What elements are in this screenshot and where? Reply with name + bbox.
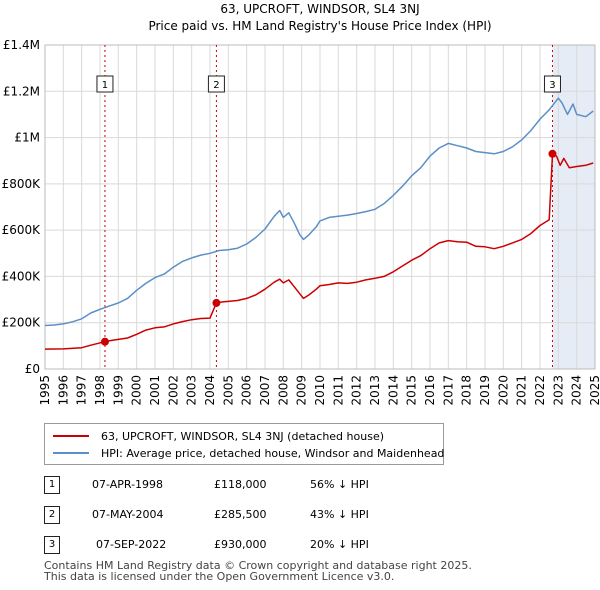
x-tick-label: 2023	[551, 375, 565, 406]
x-tick-label: 2003	[185, 375, 199, 406]
x-tick-label: 2022	[533, 375, 547, 406]
footer: Contains HM Land Registry data © Crown c…	[44, 560, 472, 582]
transaction-price: £118,000	[214, 478, 267, 491]
transaction-date: 07-SEP-2022	[96, 538, 167, 551]
price-paid-line	[44, 153, 594, 350]
post-sale-highlight	[552, 45, 595, 369]
transaction-marker: 1	[44, 476, 60, 494]
x-tick-label: 2020	[496, 375, 510, 406]
y-tick-label: £600K	[2, 223, 42, 237]
y-tick-label: £800K	[2, 177, 42, 191]
x-tick-label: 2002	[166, 375, 180, 406]
transaction-marker: 3	[44, 536, 60, 554]
price-chart: 63, UPCROFT, WINDSOR, SL4 3NJ Price paid…	[2, 2, 600, 406]
x-tick-label: 2005	[221, 375, 235, 406]
transaction-marker: 2	[44, 506, 60, 524]
y-tick-label: £1.4M	[3, 38, 40, 52]
transaction-date: 07-APR-1998	[92, 478, 164, 491]
legend-item-property: 63, UPCROFT, WINDSOR, SL4 3NJ (detached …	[53, 428, 384, 444]
x-tick-label: 2011	[331, 375, 345, 406]
x-tick-label: 2008	[276, 375, 290, 406]
x-tick-label: 2019	[478, 375, 492, 406]
legend: 63, UPCROFT, WINDSOR, SL4 3NJ (detached …	[44, 423, 444, 465]
x-tick-label: 1997	[75, 375, 89, 406]
chart-title: 63, UPCROFT, WINDSOR, SL4 3NJ	[220, 2, 419, 16]
x-tick-label: 2009	[295, 375, 309, 406]
x-tick-label: 2021	[515, 375, 529, 406]
x-tick-label: 2016	[423, 375, 437, 406]
legend-swatch-hpi	[53, 452, 89, 454]
footer-licence: This data is licensed under the Open Gov…	[44, 570, 395, 583]
x-tick-label: 2007	[258, 375, 272, 406]
x-tick-label: 1996	[56, 375, 70, 406]
x-tick-label: 2018	[460, 375, 474, 406]
x-tick-label: 2024	[570, 375, 584, 406]
transaction-price: £930,000	[214, 538, 267, 551]
sale-marker-label: 3	[549, 80, 555, 91]
x-tick-label: 2004	[203, 375, 217, 406]
legend-item-hpi: HPI: Average price, detached house, Wind…	[53, 445, 444, 461]
transaction-hpi: 43% ↓ HPI	[310, 508, 369, 521]
x-tick-label: 2017	[441, 375, 455, 406]
plot-area	[44, 44, 596, 370]
sale-marker-box	[207, 75, 225, 93]
x-tick-label: 2006	[240, 375, 254, 406]
legend-label-hpi: HPI: Average price, detached house, Wind…	[101, 446, 445, 460]
y-tick-label: £1.2M	[3, 84, 40, 98]
transaction-price: £285,500	[214, 508, 267, 521]
footer-copyright: Contains HM Land Registry data © Crown c…	[44, 559, 472, 572]
sale-point	[548, 149, 557, 158]
transaction-hpi: 56% ↓ HPI	[310, 478, 369, 491]
x-tick-label: 2013	[368, 375, 382, 406]
y-tick-label: £200K	[2, 316, 42, 330]
transaction-hpi: 20% ↓ HPI	[310, 538, 369, 551]
x-tick-label: 2014	[386, 375, 400, 406]
sale-marker-box	[543, 75, 561, 93]
x-tick-label: 2012	[350, 375, 364, 406]
x-tick-label: 1995	[38, 375, 52, 406]
x-tick-label: 2001	[148, 375, 162, 406]
x-tick-label: 1998	[93, 375, 107, 406]
x-tick-label: 2025	[588, 375, 600, 406]
x-tick-label: 1999	[111, 375, 125, 406]
y-tick-label: £400K	[2, 269, 42, 283]
sale-marker-label: 1	[102, 80, 108, 91]
y-tick-label: £1M	[14, 131, 40, 145]
sale-point	[100, 337, 109, 346]
sale-marker-label: 2	[213, 80, 219, 91]
x-tick-label: 2015	[405, 375, 419, 406]
x-tick-label: 2010	[313, 375, 327, 406]
y-tick-label: £0	[25, 362, 40, 376]
x-tick-label: 2000	[130, 375, 144, 406]
legend-label-property: 63, UPCROFT, WINDSOR, SL4 3NJ (detached …	[101, 429, 384, 443]
sale-point	[212, 298, 221, 307]
transaction-date: 07-MAY-2004	[92, 508, 164, 521]
hpi-line	[44, 97, 594, 327]
chart-subtitle: Price paid vs. HM Land Registry's House …	[148, 19, 491, 33]
sale-marker-box	[96, 75, 114, 93]
legend-swatch-property	[53, 435, 89, 437]
